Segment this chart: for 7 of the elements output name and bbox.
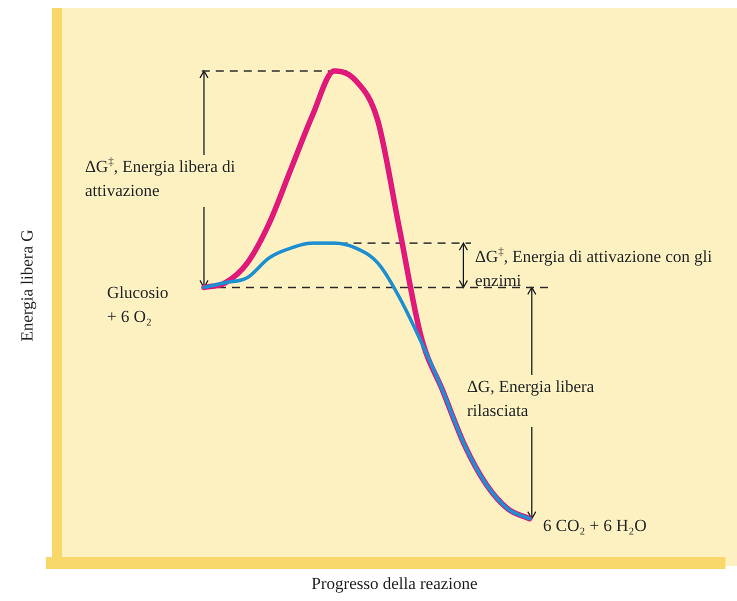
y-axis-title: Energia libera G	[17, 229, 36, 342]
annotation: 6 CO₂ + 6 H₂O	[543, 516, 647, 535]
text: ΔG‡, Energia libera di attivazione	[85, 156, 236, 200]
text: ΔG, Energia libera rilasciata	[467, 377, 594, 420]
x-axis-title: Progresso della reazione	[311, 574, 478, 593]
annotation: Glucosio + 6 O₂	[107, 283, 168, 326]
text: ΔG‡, Energia di attivazione con gli enzimi	[475, 246, 712, 290]
